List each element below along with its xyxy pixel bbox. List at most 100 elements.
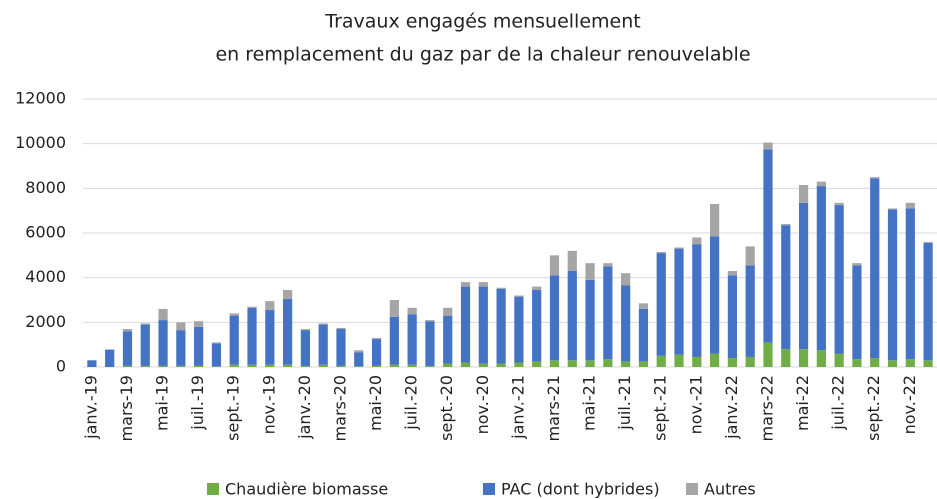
chart-title: en remplacement du gaz par de la chaleur… (215, 44, 750, 66)
bar-segment (460, 282, 471, 287)
bar-segment (283, 289, 293, 299)
bar-segment (265, 301, 275, 311)
bar-segment (354, 352, 364, 367)
bar-segment (211, 342, 222, 344)
bar-segment (763, 149, 773, 343)
bar-segment (781, 225, 791, 350)
bar-segment (674, 247, 684, 249)
bar-segment (229, 313, 239, 316)
bar-segment (478, 282, 488, 287)
bar-segment (194, 365, 204, 367)
bar-segment (371, 339, 382, 366)
bar-segment (336, 329, 346, 366)
bar-segment (300, 365, 310, 367)
bar-segment (532, 286, 542, 290)
x-tick-label: juil.-21 (615, 375, 634, 431)
bar-segment (905, 202, 915, 209)
bar-segment (122, 329, 133, 332)
x-tick-label: juil.-19 (188, 375, 207, 431)
bar-segment (247, 364, 257, 367)
bar-segment (407, 314, 417, 365)
bar-segment (336, 365, 346, 367)
bar-segment (425, 320, 435, 322)
bar-segment (887, 209, 898, 361)
bar-segment (692, 244, 702, 357)
bar-segment (887, 208, 898, 210)
bar-segment (122, 331, 133, 366)
y-tick-label: 4000 (25, 267, 66, 286)
bar-segment (211, 366, 222, 367)
bar-segment (603, 263, 613, 267)
bar-segment (781, 224, 791, 226)
bar-segment (656, 251, 666, 254)
bar-segment (389, 316, 399, 365)
bar-segment (265, 364, 275, 367)
bar-segment (798, 202, 809, 350)
bar-segment (532, 361, 542, 367)
bar-segment (247, 307, 257, 365)
bar-segment (692, 356, 702, 367)
legend-label: Autres (704, 480, 756, 499)
x-tick-label: sept.-20 (437, 375, 456, 441)
bar-segment (158, 365, 168, 367)
bar-segment (923, 243, 933, 361)
bar-segment (318, 324, 328, 365)
bar-segment (194, 321, 204, 327)
y-tick-label: 2000 (25, 312, 66, 331)
x-tick-label: sept.-21 (651, 375, 670, 441)
bar-segment (621, 285, 631, 362)
bar-segment (140, 323, 150, 325)
x-tick-label: janv.-19 (81, 375, 100, 440)
bar-segment (745, 356, 755, 367)
bar-segment (656, 355, 666, 367)
bar-segment (798, 184, 809, 203)
bar-segment (460, 362, 471, 367)
x-tick-label: mai-21 (580, 375, 599, 431)
bar-segment (638, 361, 649, 367)
bar-segment (549, 360, 560, 367)
x-tick-label: sept.-22 (864, 375, 883, 441)
bar-segment (870, 177, 880, 179)
bar-segment (656, 253, 666, 356)
x-tick-label: mai-22 (793, 375, 812, 431)
bar-segment (158, 320, 168, 366)
bar-segment (745, 265, 755, 357)
bar-segment (407, 364, 417, 367)
bar-segment (140, 324, 150, 366)
legend-swatch (483, 483, 495, 495)
bar-segment (300, 329, 310, 331)
bar-segment (745, 246, 755, 266)
bar-segment (300, 330, 310, 366)
bar-segment (870, 178, 880, 359)
bar-segment (638, 308, 649, 362)
bar-segment (425, 321, 435, 366)
bar-segment (389, 364, 399, 367)
bar-segment (638, 303, 649, 309)
chart-title: Travaux engagés mensuellement (324, 11, 640, 33)
bar-segment (710, 353, 720, 367)
bar-segment (371, 365, 382, 367)
bar-segment (603, 359, 613, 367)
bar-segment (710, 203, 720, 237)
bar-segment (567, 250, 577, 271)
x-tick-label: mars-20 (330, 375, 349, 441)
bar-segment (585, 279, 595, 361)
bar-segment (283, 298, 293, 365)
y-tick-label: 10000 (15, 133, 66, 152)
bar-segment (905, 208, 915, 360)
bar-segment (389, 300, 399, 317)
bar-segment (176, 330, 186, 366)
bar-segment (407, 307, 417, 315)
x-tick-label: juil.-20 (402, 375, 421, 431)
bar-segment (532, 289, 542, 362)
bar-segment (710, 236, 720, 354)
bar-segment (549, 255, 560, 276)
bar-segment (247, 306, 257, 308)
bar-segment (727, 270, 737, 276)
bar-segment (674, 248, 684, 355)
bar-segment (621, 273, 631, 286)
bar-segment (496, 363, 506, 367)
legend-swatch (686, 483, 698, 495)
x-tick-label: janv.-22 (722, 375, 741, 440)
